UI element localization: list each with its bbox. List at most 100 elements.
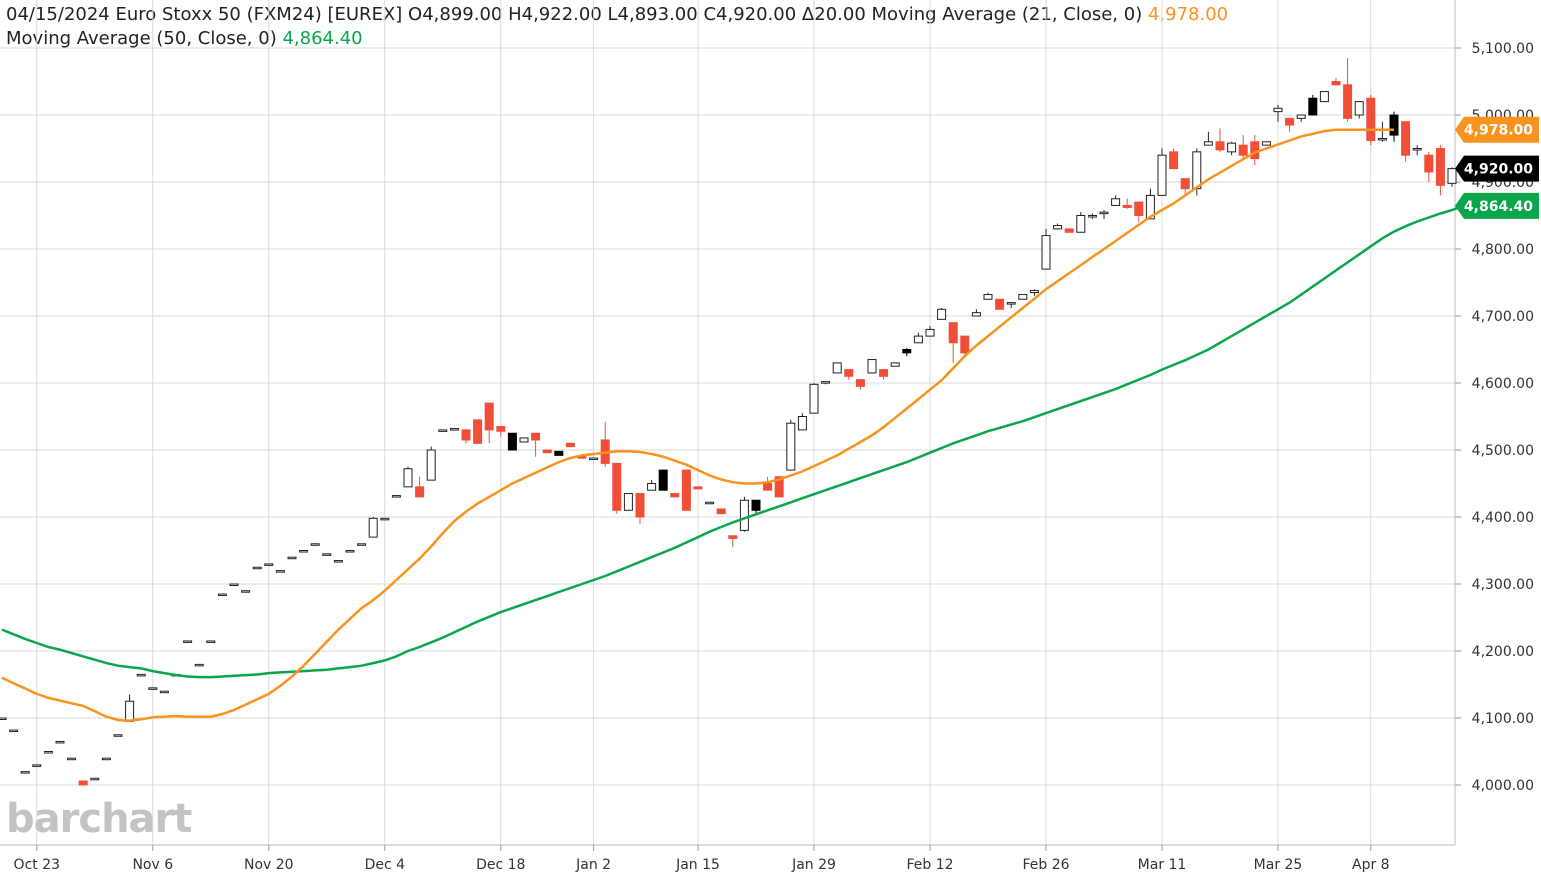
candle <box>600 421 610 467</box>
candle <box>751 499 761 514</box>
candle <box>1215 128 1225 152</box>
candle <box>739 496 749 532</box>
y-tick-label: 5,100.00 <box>1472 41 1534 57</box>
candle <box>426 446 436 481</box>
candle-body <box>333 560 343 563</box>
candle-body <box>670 493 680 498</box>
candle <box>1250 135 1260 166</box>
candle <box>716 508 726 515</box>
header-change: Δ20.00 <box>801 4 866 25</box>
candle-body <box>357 543 367 546</box>
candle <box>937 307 947 320</box>
price-badge-label: 4,978.00 <box>1464 123 1533 139</box>
candle-body <box>1099 211 1109 215</box>
candle <box>612 462 622 514</box>
candle <box>1169 148 1179 170</box>
candle <box>797 413 807 431</box>
candle-body <box>101 757 111 761</box>
candle-body <box>995 298 1005 310</box>
candle <box>971 309 981 317</box>
header-close: C4,920.00 <box>703 4 797 25</box>
candle <box>357 543 367 546</box>
candle-body <box>913 335 923 344</box>
candle-body <box>426 449 436 481</box>
candle-body <box>484 402 494 431</box>
candle <box>1261 141 1271 146</box>
candle <box>310 543 320 546</box>
price-badge: 4,864.40 <box>1455 192 1539 219</box>
candle-body <box>1273 107 1283 113</box>
candle <box>1122 198 1132 209</box>
candle <box>705 501 715 505</box>
x-tick-label: Dec 4 <box>365 857 406 873</box>
candle <box>113 734 123 737</box>
candle-body <box>612 462 622 511</box>
candle <box>67 757 77 761</box>
header-line-2: Moving Average (50, Close, 0) 4,864.40 <box>6 28 363 49</box>
candle-body <box>519 437 529 443</box>
candle <box>1412 145 1422 156</box>
candle-body <box>797 416 807 431</box>
candle-body <box>1087 215 1097 218</box>
candle <box>287 556 297 560</box>
candle-body <box>159 690 169 694</box>
x-tick-label: Mar 25 <box>1254 857 1303 873</box>
candle-body <box>1331 81 1341 86</box>
candle <box>763 476 773 491</box>
candle-body <box>1157 154 1167 196</box>
candle-body <box>937 308 947 320</box>
candle-body <box>739 499 749 531</box>
candle <box>565 442 575 448</box>
y-tick-label: 4,400.00 <box>1472 510 1534 526</box>
candle <box>1087 213 1097 219</box>
x-tick-label: Feb 12 <box>906 857 953 873</box>
x-tick-label: Jan 2 <box>575 857 611 873</box>
candle <box>322 553 332 556</box>
y-tick-label: 4,300.00 <box>1472 577 1534 593</box>
ma21-value: 4,978.00 <box>1147 4 1229 25</box>
candle-body <box>716 508 726 515</box>
candle-body <box>1447 168 1457 184</box>
candle <box>531 432 541 457</box>
candle <box>635 493 645 524</box>
candle-body <box>473 419 483 444</box>
y-axis: 4,000.00 4,100.00 4,200.00 4,300.00 4,400.00… <box>1455 41 1534 794</box>
candle <box>241 590 251 593</box>
candle <box>1238 135 1248 159</box>
header-line-1: 04/15/2024 Euro Stoxx 50 (FXM24) [EUREX]… <box>6 4 1228 25</box>
candle <box>995 298 1005 310</box>
candle-body <box>1238 144 1248 156</box>
candle-body <box>9 729 19 733</box>
candle-body <box>1296 114 1306 119</box>
grid-lines <box>0 0 1456 846</box>
candle-body <box>1145 194 1155 220</box>
candle-body <box>1412 148 1422 151</box>
candle-body <box>1041 235 1051 270</box>
x-tick-label: Feb 26 <box>1022 857 1069 873</box>
candle-body <box>1180 178 1190 190</box>
candle <box>1331 78 1341 86</box>
candle <box>299 550 309 553</box>
x-tick-label: Nov 20 <box>244 857 294 873</box>
candle <box>1145 188 1155 220</box>
candle-body <box>125 700 135 722</box>
candle-body <box>1192 151 1202 190</box>
candle <box>461 429 471 444</box>
candle <box>1447 167 1457 187</box>
candle-body <box>879 369 889 377</box>
candle-body <box>1401 121 1411 156</box>
candle-body <box>1018 294 1028 300</box>
candle <box>658 469 668 491</box>
candle-body <box>55 740 65 744</box>
y-tick-label: 4,600.00 <box>1472 376 1534 392</box>
candle-body <box>380 517 390 521</box>
candle-body <box>855 379 865 387</box>
candle <box>1285 117 1295 132</box>
candle-body <box>925 328 935 337</box>
x-axis: Oct 23 Nov 6 Nov 20 Dec 4 Dec 18 Jan 2 Jan 15 J… <box>14 845 1390 873</box>
candle <box>1296 114 1306 122</box>
candle <box>0 717 7 720</box>
candle-body <box>658 469 668 491</box>
candle <box>867 359 877 374</box>
